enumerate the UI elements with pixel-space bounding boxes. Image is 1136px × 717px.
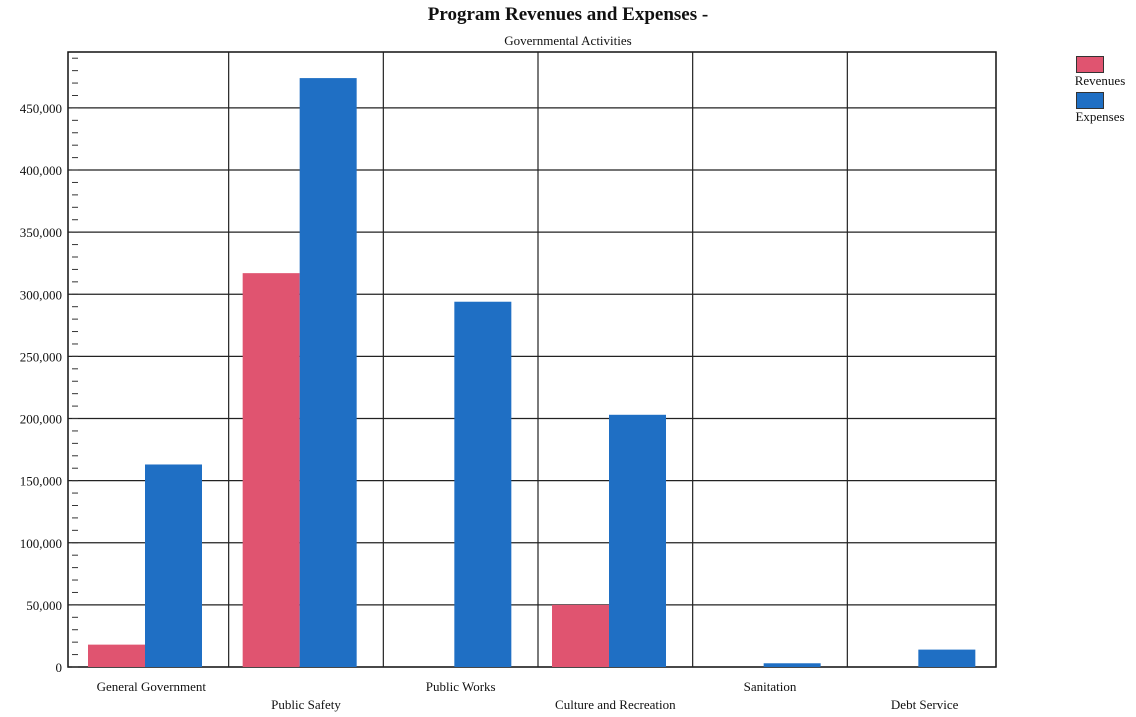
y-tick-label: 300,000 <box>20 287 62 302</box>
legend-item-expenses: Expenses <box>1064 92 1134 128</box>
legend-label-expenses: Expenses <box>1075 109 1125 124</box>
legend: Revenues Expenses <box>1064 56 1134 128</box>
bar-expenses <box>918 649 976 667</box>
plot-frame <box>67 51 997 668</box>
bar-revenues <box>88 644 145 667</box>
y-tick-label: 150,000 <box>20 474 62 489</box>
y-tick-label: 0 <box>56 660 63 675</box>
bar-expenses <box>299 78 357 667</box>
legend-item-revenues: Revenues <box>1064 56 1134 92</box>
x-tick-label: Public Works <box>426 679 496 694</box>
y-tick-label: 50,000 <box>26 598 62 613</box>
legend-swatch-expenses <box>1076 92 1104 109</box>
x-tick-label: Debt Service <box>891 697 959 712</box>
y-tick-label: 200,000 <box>20 412 62 427</box>
bar-revenues <box>242 273 300 667</box>
y-tick-label: 100,000 <box>20 536 62 551</box>
bar-expenses <box>763 663 821 667</box>
x-tick-label: Public Safety <box>271 697 341 712</box>
x-tick-label: General Government <box>97 679 207 694</box>
legend-swatch-revenues <box>1076 56 1104 73</box>
bar-revenues <box>552 604 609 667</box>
bar-expenses <box>145 464 202 667</box>
chart-subtitle: Governmental Activities <box>504 33 632 48</box>
chart-title: Program Revenues and Expenses - <box>427 4 709 25</box>
y-tick-label: 350,000 <box>20 225 62 240</box>
x-tick-label: Sanitation <box>744 679 797 694</box>
y-tick-label: 250,000 <box>20 349 62 364</box>
legend-label-revenues: Revenues <box>1074 73 1126 88</box>
y-tick-label: 400,000 <box>20 163 62 178</box>
bar-expenses <box>454 301 512 667</box>
x-tick-label: Culture and Recreation <box>555 697 676 712</box>
y-tick-label: 450,000 <box>20 101 62 116</box>
bar-expenses <box>609 414 666 667</box>
